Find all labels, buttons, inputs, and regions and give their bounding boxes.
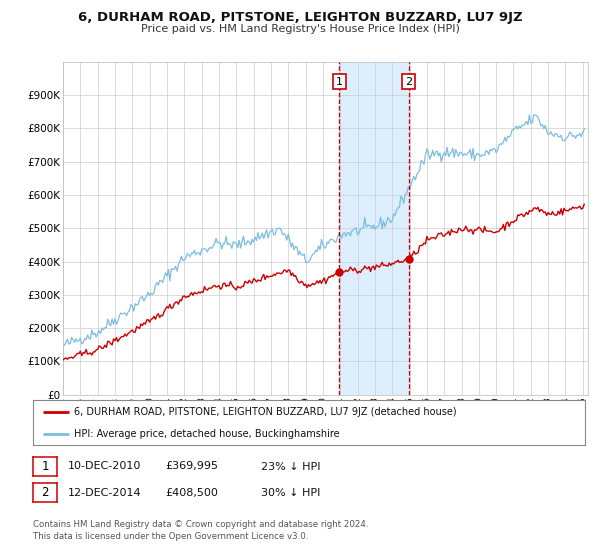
Text: 23% ↓ HPI: 23% ↓ HPI <box>261 461 320 472</box>
Text: £408,500: £408,500 <box>165 488 218 498</box>
Bar <box>340 62 409 395</box>
Text: Contains HM Land Registry data © Crown copyright and database right 2024.: Contains HM Land Registry data © Crown c… <box>33 520 368 529</box>
Text: HPI: Average price, detached house, Buckinghamshire: HPI: Average price, detached house, Buck… <box>74 429 340 439</box>
Text: 1: 1 <box>41 460 49 473</box>
Text: This data is licensed under the Open Government Licence v3.0.: This data is licensed under the Open Gov… <box>33 532 308 541</box>
Text: 2: 2 <box>405 77 412 87</box>
Text: 30% ↓ HPI: 30% ↓ HPI <box>261 488 320 498</box>
Text: 10-DEC-2010: 10-DEC-2010 <box>68 461 141 472</box>
Text: 6, DURHAM ROAD, PITSTONE, LEIGHTON BUZZARD, LU7 9JZ: 6, DURHAM ROAD, PITSTONE, LEIGHTON BUZZA… <box>77 11 523 24</box>
Text: 12-DEC-2014: 12-DEC-2014 <box>68 488 142 498</box>
Text: 1: 1 <box>336 77 343 87</box>
Text: 6, DURHAM ROAD, PITSTONE, LEIGHTON BUZZARD, LU7 9JZ (detached house): 6, DURHAM ROAD, PITSTONE, LEIGHTON BUZZA… <box>74 408 457 418</box>
Text: 2: 2 <box>41 486 49 500</box>
Text: Price paid vs. HM Land Registry's House Price Index (HPI): Price paid vs. HM Land Registry's House … <box>140 24 460 34</box>
Text: £369,995: £369,995 <box>165 461 218 472</box>
